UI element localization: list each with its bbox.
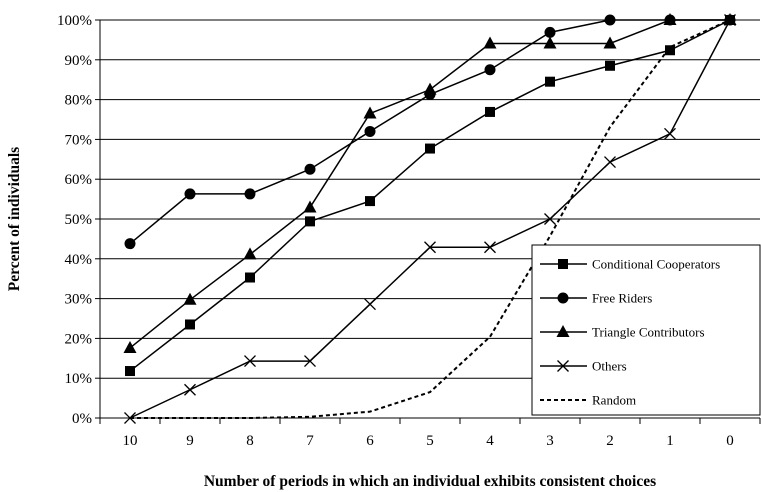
x-tick-label: 3 (546, 433, 554, 449)
legend-box (531, 244, 761, 416)
data-point (363, 106, 377, 119)
y-tick-label: 100% (57, 13, 92, 29)
data-point (425, 143, 435, 154)
legend-entry: Free Riders (540, 291, 652, 306)
data-point (364, 298, 376, 311)
x-tick-label: 5 (426, 433, 434, 449)
legend-marker (557, 360, 569, 372)
y-tick-label: 30% (65, 292, 93, 308)
data-point (663, 13, 677, 25)
y-tick-label: 10% (65, 371, 93, 387)
data-point (605, 60, 615, 71)
data-point (243, 247, 257, 260)
data-point (723, 13, 737, 25)
x-tick-label: 7 (306, 433, 314, 449)
y-axis-ticks: 0% 10% 20% 30% 40% 50% 60% 70% 80% 90% 100% (57, 13, 100, 427)
series-line (130, 19, 731, 419)
x-tick-label: 8 (246, 433, 254, 449)
y-tick-label: 20% (65, 331, 93, 347)
y-axis-title: Percent of individuals (6, 147, 23, 291)
data-point (304, 355, 316, 368)
data-point (483, 36, 497, 49)
data-point (183, 292, 197, 305)
x-tick-label: 1 (666, 433, 674, 449)
legend-label: Others (592, 359, 627, 374)
data-point (244, 188, 256, 200)
data-point (544, 213, 556, 225)
data-point (184, 383, 196, 396)
y-tick-label: 60% (65, 172, 93, 188)
x-tick-label: 9 (186, 433, 194, 449)
legend-marker (558, 259, 568, 269)
y-tick-label: 50% (65, 212, 93, 228)
legend: Conditional Cooperators Free Riders Triang… (531, 244, 761, 416)
data-point (364, 125, 376, 137)
x-tick-label: 4 (486, 433, 494, 449)
legend-marker (556, 325, 570, 337)
data-point (665, 45, 675, 56)
y-tick-label: 0% (72, 411, 92, 427)
x-tick-label: 0 (726, 433, 734, 449)
data-point (544, 26, 556, 38)
x-tick-label: 2 (606, 433, 614, 449)
legend-label: Triangle Contributors (592, 325, 705, 340)
data-point (485, 106, 495, 117)
x-tick-label: 10 (123, 433, 138, 449)
y-tick-label: 70% (65, 132, 93, 148)
y-tick-label: 90% (65, 53, 93, 69)
series-layer (123, 13, 737, 424)
data-point (305, 216, 315, 227)
legend-entry: Others (540, 359, 627, 374)
legend-entry: Triangle Contributors (540, 325, 705, 340)
legend-label: Free Riders (592, 291, 652, 306)
data-point (124, 238, 136, 250)
series-free-riders (124, 14, 736, 250)
series-line (129, 19, 730, 245)
legend-entry: Random (540, 393, 636, 408)
legend-label: Random (592, 393, 636, 408)
data-point (603, 36, 617, 49)
data-point (303, 200, 317, 213)
y-tick-label: 80% (65, 93, 93, 109)
x-axis-ticks: 10 9 8 7 6 5 4 3 2 1 0 (99, 418, 761, 449)
legend-marker (557, 292, 569, 304)
data-point (484, 241, 496, 254)
data-point (304, 163, 316, 175)
x-tick-label: 6 (366, 433, 374, 449)
data-point (185, 319, 195, 330)
series-others (124, 14, 736, 424)
series-triangle-contributors (123, 13, 737, 353)
series-random (130, 19, 731, 419)
data-point (125, 366, 135, 377)
legend-entry: Conditional Cooperators (540, 257, 720, 272)
data-point (244, 355, 256, 368)
data-point (123, 340, 137, 353)
data-point (545, 76, 555, 87)
data-point (184, 188, 196, 200)
data-point (543, 36, 557, 49)
data-point (604, 14, 616, 26)
data-point (423, 82, 437, 95)
x-axis-title: Number of periods in which an individual… (204, 473, 656, 490)
data-point (424, 241, 436, 254)
y-tick-label: 40% (65, 252, 93, 268)
data-point (604, 156, 616, 169)
data-point (365, 196, 375, 207)
data-point (245, 272, 255, 283)
data-point (664, 127, 676, 140)
legend-label: Conditional Cooperators (592, 257, 720, 272)
data-point (484, 64, 496, 76)
